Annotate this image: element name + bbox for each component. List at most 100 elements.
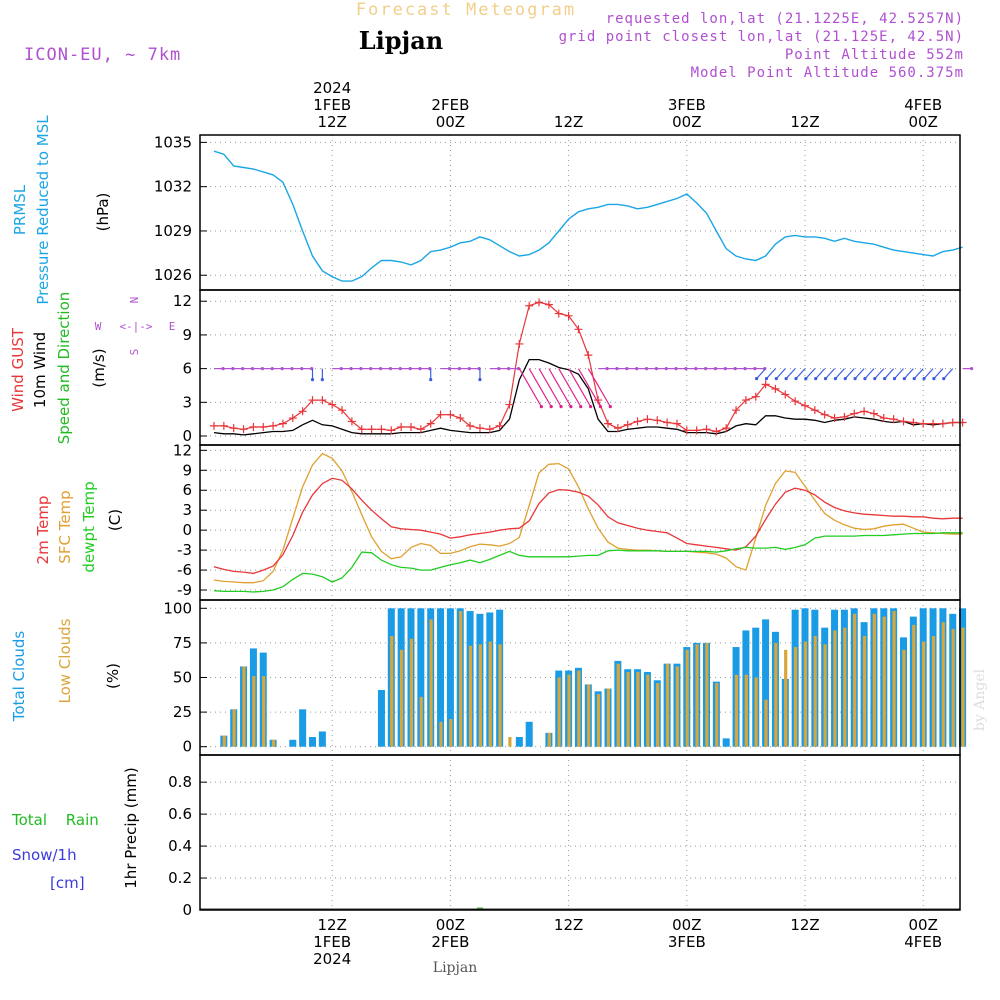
- y-tick-label: 9: [182, 461, 192, 479]
- time-axis-label: 00Z: [909, 113, 938, 131]
- gust-marker: [328, 400, 337, 409]
- gust-marker: [525, 301, 534, 310]
- gust-marker: [466, 421, 475, 430]
- dewpt-label: dewpt Temp: [80, 481, 98, 572]
- y-tick-label: 1026: [154, 266, 192, 284]
- wind-dir-arrowhead: [644, 367, 649, 371]
- wind-labels: Wind GUST 10m Wind Speed and Direction (…: [9, 292, 175, 445]
- wind-dir-arrow: [903, 368, 914, 380]
- gust-marker: [899, 417, 908, 426]
- y-tick-label: 0.4: [168, 837, 192, 855]
- wind-dir-arrowhead: [694, 367, 698, 371]
- time-axis-label: 2FEB: [431, 96, 469, 114]
- cloud-unit-label: (%): [104, 663, 122, 689]
- wind-dir-arrowhead: [892, 377, 897, 381]
- gust-marker: [229, 424, 238, 433]
- gust-marker: [515, 339, 524, 348]
- wind-dir-arrowhead: [674, 367, 678, 371]
- low-cloud-bar: [853, 613, 857, 747]
- wind-dir-arrowhead: [408, 367, 412, 371]
- low-cloud-bar: [843, 627, 847, 747]
- total-cloud-bar: [377, 689, 385, 747]
- low-cloud-bar: [646, 674, 650, 747]
- wind-dir-arrowhead: [635, 367, 639, 371]
- low-cloud-bar: [784, 649, 788, 747]
- low-cloud-bar: [734, 674, 739, 747]
- wind-dir-arrow: [874, 368, 885, 380]
- low-cloud-bar: [252, 676, 256, 747]
- low-cloud-bar: [567, 674, 571, 747]
- gust-marker: [672, 419, 681, 428]
- wind-dir-arrowhead: [755, 377, 759, 381]
- wind-dir-arrow: [587, 368, 611, 407]
- gust-marker: [308, 396, 317, 405]
- gust-marker: [475, 424, 484, 433]
- wind-dir-arrowhead: [605, 367, 609, 371]
- time-axis-label: 00Z: [436, 916, 465, 934]
- low-cloud-bar: [271, 739, 276, 747]
- low-cloud-bar: [636, 671, 640, 747]
- wind-dir-label: Speed and Direction: [55, 292, 73, 445]
- low-cloud-bar: [587, 684, 591, 747]
- y-tick-label: 12: [173, 292, 192, 310]
- time-axis-label: 2024: [313, 79, 351, 97]
- gust-marker: [535, 298, 544, 307]
- low-cloud-bar: [705, 642, 709, 747]
- low-cloud-bar: [508, 737, 512, 747]
- y-tick-label: 1032: [154, 178, 192, 196]
- wind-dir-arrowhead: [290, 367, 294, 371]
- wind-dir-arrowhead: [369, 367, 373, 371]
- gust-marker: [564, 311, 573, 320]
- gust-marker: [732, 406, 741, 415]
- pressure-unit-label: (hPa): [94, 193, 112, 232]
- gust-marker: [889, 415, 898, 424]
- wind-dir-arrowhead: [569, 405, 573, 409]
- low-cloud-bar: [754, 677, 758, 747]
- wind-dir-arrowhead: [704, 367, 708, 371]
- wind-dir-arrowhead: [270, 367, 274, 371]
- requested-coords: requested lon,lat (21.1225E, 42.5257N): [606, 11, 964, 27]
- low-cloud-bar: [793, 647, 798, 747]
- total-cloud-bar: [722, 738, 730, 747]
- wind-dir-arrowhead: [970, 367, 974, 371]
- y-tick-label: 100: [163, 599, 192, 617]
- credit-watermark: by Angel: [972, 668, 988, 731]
- wind-dir-arrowhead: [764, 377, 769, 381]
- model-altitude: Model Point Altitude 560.375m: [691, 65, 964, 81]
- wind-unit-label: (m/s): [90, 348, 108, 387]
- wind-dir-arrowhead: [250, 367, 255, 371]
- gust-marker: [495, 421, 504, 430]
- gust-marker: [219, 421, 228, 430]
- low-cloud-bar: [596, 694, 601, 747]
- low-cloud-bar: [961, 627, 965, 747]
- gust-marker: [426, 419, 435, 428]
- gust-marker: [741, 396, 750, 405]
- wind-dir-arrowhead: [300, 367, 304, 371]
- wind-speed-line: [213, 358, 963, 436]
- wind-dir-arrow: [775, 368, 786, 380]
- wind-dir-arrow: [825, 368, 835, 380]
- time-axis-label: 2024: [313, 950, 351, 968]
- gust-marker: [830, 414, 839, 423]
- gust-marker: [909, 418, 918, 427]
- wind-dir-arrow: [805, 368, 816, 380]
- gust-marker: [771, 384, 780, 393]
- wind-dir-arrowhead: [823, 377, 828, 381]
- wind-dir-arrowhead: [579, 405, 583, 409]
- wind-dir-arrowhead: [743, 367, 747, 371]
- low-cloud-bar: [665, 663, 670, 747]
- wind-dir-arrowhead: [684, 367, 688, 371]
- cloud-labels: Total Clouds Low Clouds (%): [10, 618, 122, 722]
- total-cloud-label: Total Clouds: [10, 631, 28, 723]
- time-axis-label: 00Z: [436, 113, 465, 131]
- y-tick-label: 6: [182, 360, 192, 378]
- wind-dir-arrowhead: [497, 367, 501, 371]
- time-axis-label: 12Z: [554, 113, 583, 131]
- gust-marker: [269, 421, 278, 430]
- wind-dir-arrowhead: [883, 377, 887, 381]
- y-tick-label: 1035: [154, 133, 192, 151]
- gust-label: Wind GUST: [9, 327, 27, 412]
- gust-marker: [840, 412, 849, 421]
- wind-dir-arrowhead: [457, 367, 461, 371]
